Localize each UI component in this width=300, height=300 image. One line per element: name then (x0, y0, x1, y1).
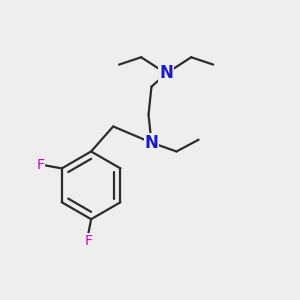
Text: F: F (84, 234, 92, 248)
Text: F: F (36, 158, 44, 172)
Text: N: N (159, 64, 173, 82)
Text: N: N (145, 134, 158, 152)
